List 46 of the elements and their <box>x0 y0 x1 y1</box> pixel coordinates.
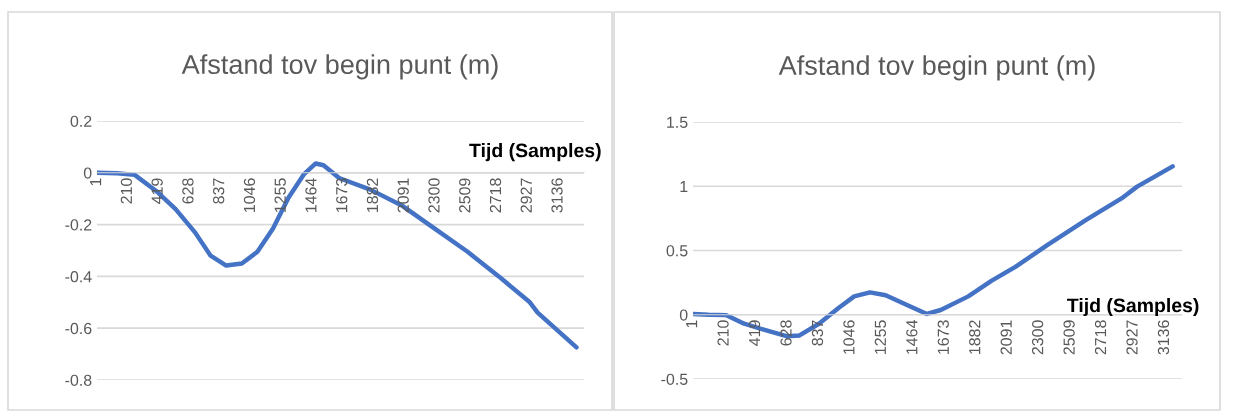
x-tick-label: 210 <box>120 178 133 204</box>
x-tick-label: 2300 <box>1031 320 1044 355</box>
y-tick-label: 1.5 <box>667 116 688 128</box>
y-tick-label: -0.2 <box>65 219 92 231</box>
x-tick-label: 2718 <box>1094 320 1107 355</box>
x-tick-label: 1255 <box>274 178 286 212</box>
x-tick-label: 1882 <box>969 320 981 354</box>
x-axis-title: Tijd (Samples) <box>469 143 601 162</box>
y-tick-label: 0.2 <box>70 115 92 127</box>
chart-title: Afstand tov begin punt (m) <box>778 55 1095 81</box>
x-tick-label: 2300 <box>428 178 440 213</box>
x-tick-label: 1 <box>90 178 102 186</box>
y-tick-label: -0.6 <box>65 322 92 335</box>
x-tick-label: 1673 <box>937 320 949 354</box>
x-tick-label: 1046 <box>243 178 256 212</box>
x-tick-label: 419 <box>151 178 163 204</box>
x-tick-label: 2509 <box>1063 320 1075 355</box>
x-tick-label: 1673 <box>336 178 348 212</box>
x-tick-label: 2091 <box>1000 320 1012 355</box>
y-tick-label: 0.5 <box>666 245 688 257</box>
x-tick-label: 2091 <box>397 178 409 213</box>
chart-title: Afstand tov begin punt (m) <box>181 54 498 80</box>
x-tick-label: 1 <box>686 320 698 328</box>
x-tick-label: 1464 <box>305 178 317 212</box>
y-tick-label: -0.8 <box>65 374 92 386</box>
x-tick-label: 3136 <box>1157 320 1170 355</box>
x-tick-label: 2509 <box>459 178 471 213</box>
y-tick-label: -0.5 <box>661 373 688 385</box>
x-tick-label: 1046 <box>843 320 855 354</box>
x-tick-label: 210 <box>717 320 729 346</box>
x-tick-label: 837 <box>213 178 225 204</box>
x-tick-label: 2927 <box>520 178 532 213</box>
x-tick-label: 3136 <box>551 178 563 213</box>
y-tick-label: 0 <box>679 309 688 321</box>
x-axis-title: Tijd (Samples) <box>1067 297 1199 317</box>
x-tick-label: 837 <box>811 320 824 346</box>
x-tick-label: 1464 <box>906 320 918 354</box>
y-tick-label: -0.4 <box>65 271 92 283</box>
x-tick-label: 1255 <box>874 320 887 354</box>
x-tick-label: 628 <box>182 178 194 204</box>
x-tick-label: 628 <box>780 320 792 346</box>
x-tick-label: 419 <box>748 320 761 346</box>
x-tick-label: 1882 <box>366 178 379 212</box>
x-tick-label: 2927 <box>1126 320 1138 355</box>
y-tick-label: 0 <box>83 167 92 179</box>
x-tick-label: 2718 <box>489 178 502 213</box>
